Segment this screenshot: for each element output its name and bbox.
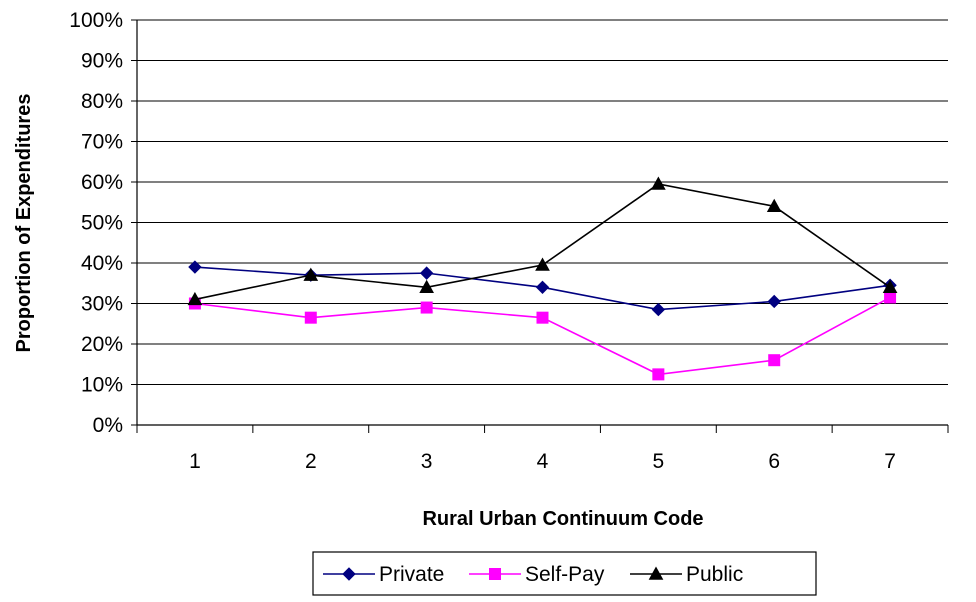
y-tick-label: 80% xyxy=(81,90,123,113)
data-point-public xyxy=(651,176,666,190)
series-public xyxy=(187,176,898,306)
x-tick-label: 6 xyxy=(768,450,780,473)
data-point-self-pay xyxy=(652,368,665,381)
data-point-public xyxy=(419,279,434,293)
data-point-public xyxy=(187,291,203,306)
legend-box xyxy=(312,551,817,596)
axes xyxy=(131,19,949,433)
data-point-self-pay xyxy=(420,301,433,314)
x-tick-label: 3 xyxy=(421,450,433,473)
y-tick-label: 70% xyxy=(81,131,123,154)
series-line-self-pay xyxy=(194,296,891,376)
y-axis-title: Proportion of Expenditures xyxy=(13,94,35,353)
data-point-private xyxy=(651,302,666,317)
legend-marker-self-pay xyxy=(489,568,501,580)
data-point-public xyxy=(766,198,782,212)
legend-label-public: Public xyxy=(686,563,743,586)
y-tick-label: 40% xyxy=(81,252,123,275)
data-point-self-pay xyxy=(768,354,781,367)
x-tick-label: 5 xyxy=(653,450,665,473)
y-tick-label: 20% xyxy=(81,333,123,356)
data-point-public xyxy=(882,279,898,293)
x-tick-label: 4 xyxy=(537,450,549,473)
series-lines xyxy=(187,176,898,381)
x-tick-labels: 1 2 3 4 5 6 7 xyxy=(189,450,896,473)
data-point-private xyxy=(767,294,781,309)
x-tick-label: 7 xyxy=(884,450,896,473)
data-point-self-pay xyxy=(536,311,549,324)
x-tick-label: 1 xyxy=(189,450,201,473)
legend-marker-private xyxy=(342,567,356,581)
legend: Private Self-Pay Public xyxy=(312,551,817,596)
y-tick-labels: 0% 10% 20% 30% 40% 50% 60% 70% 80% 90% 100% xyxy=(69,9,123,437)
legend-label-private: Private xyxy=(379,563,444,586)
y-tick-label: 60% xyxy=(81,171,123,194)
gridlines xyxy=(137,19,948,385)
data-point-private xyxy=(419,266,434,280)
legend-item-private: Private xyxy=(323,563,444,586)
legend-marker-public xyxy=(648,566,664,580)
data-point-self-pay xyxy=(304,311,317,324)
y-tick-label: 30% xyxy=(81,293,123,316)
legend-items: Private Self-Pay Public xyxy=(323,563,743,586)
series-self-pay xyxy=(188,291,897,381)
y-tick-label: 90% xyxy=(81,50,123,73)
y-tick-label: 100% xyxy=(69,9,123,32)
legend-label-self-pay: Self-Pay xyxy=(525,563,605,586)
data-point-private xyxy=(188,260,202,274)
data-point-public xyxy=(535,257,550,271)
y-tick-label: 50% xyxy=(81,212,123,235)
y-tick-label: 10% xyxy=(81,374,123,397)
data-point-self-pay xyxy=(884,291,897,304)
legend-item-public: Public xyxy=(630,563,743,586)
legend-item-self-pay: Self-Pay xyxy=(469,563,605,586)
x-axis-title: Rural Urban Continuum Code xyxy=(422,508,703,530)
data-point-public xyxy=(303,267,319,281)
x-tick-label: 2 xyxy=(305,450,317,473)
data-point-private xyxy=(535,280,550,295)
y-tick-label: 0% xyxy=(93,414,123,437)
